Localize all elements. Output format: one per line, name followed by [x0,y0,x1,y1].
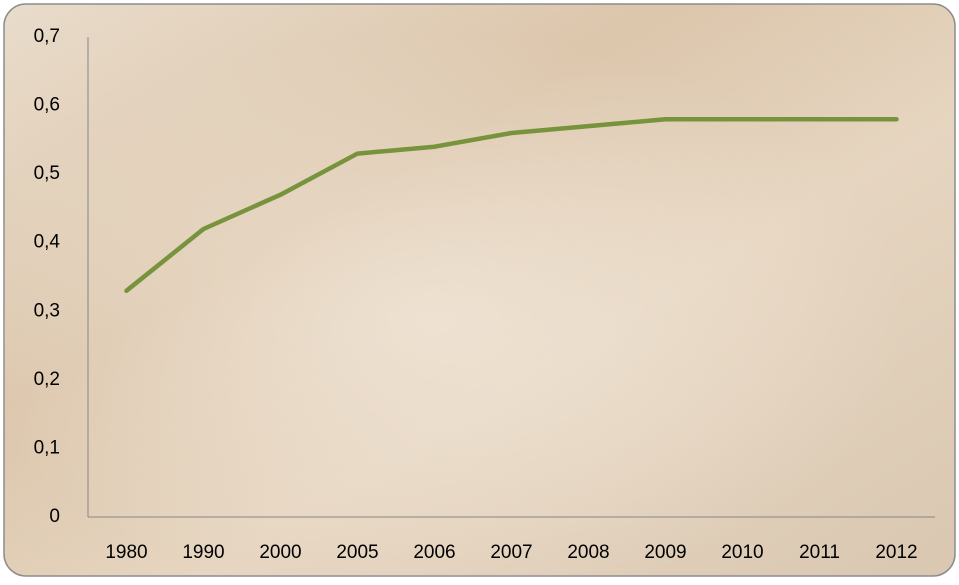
background-glow [4,4,955,576]
y-tick-label: 0,3 [34,300,60,321]
y-tick-label: 0,7 [34,26,60,47]
x-tick-label: 1990 [182,542,224,563]
x-tick-label: 2006 [413,542,455,563]
x-tick-label: 2008 [567,542,609,563]
x-tick-label: 1980 [105,542,147,563]
y-tick-label: 0,4 [34,232,61,253]
y-tick-label: 0,1 [34,437,60,458]
y-tick-label: 0,2 [34,369,60,390]
x-tick-label: 2012 [875,542,917,563]
y-tick-label: 0,6 [34,95,60,116]
x-tick-label: 2010 [721,542,763,563]
y-tick-label: 0,5 [34,163,60,184]
x-tick-label: 2005 [336,542,378,563]
x-tick-label: 2009 [644,542,686,563]
x-tick-label: 2000 [259,542,301,563]
y-tick-label: 0 [49,506,60,527]
data-line [124,117,899,293]
x-tick-label: 2007 [490,542,532,563]
x-tick-label: 2011 [799,542,840,563]
